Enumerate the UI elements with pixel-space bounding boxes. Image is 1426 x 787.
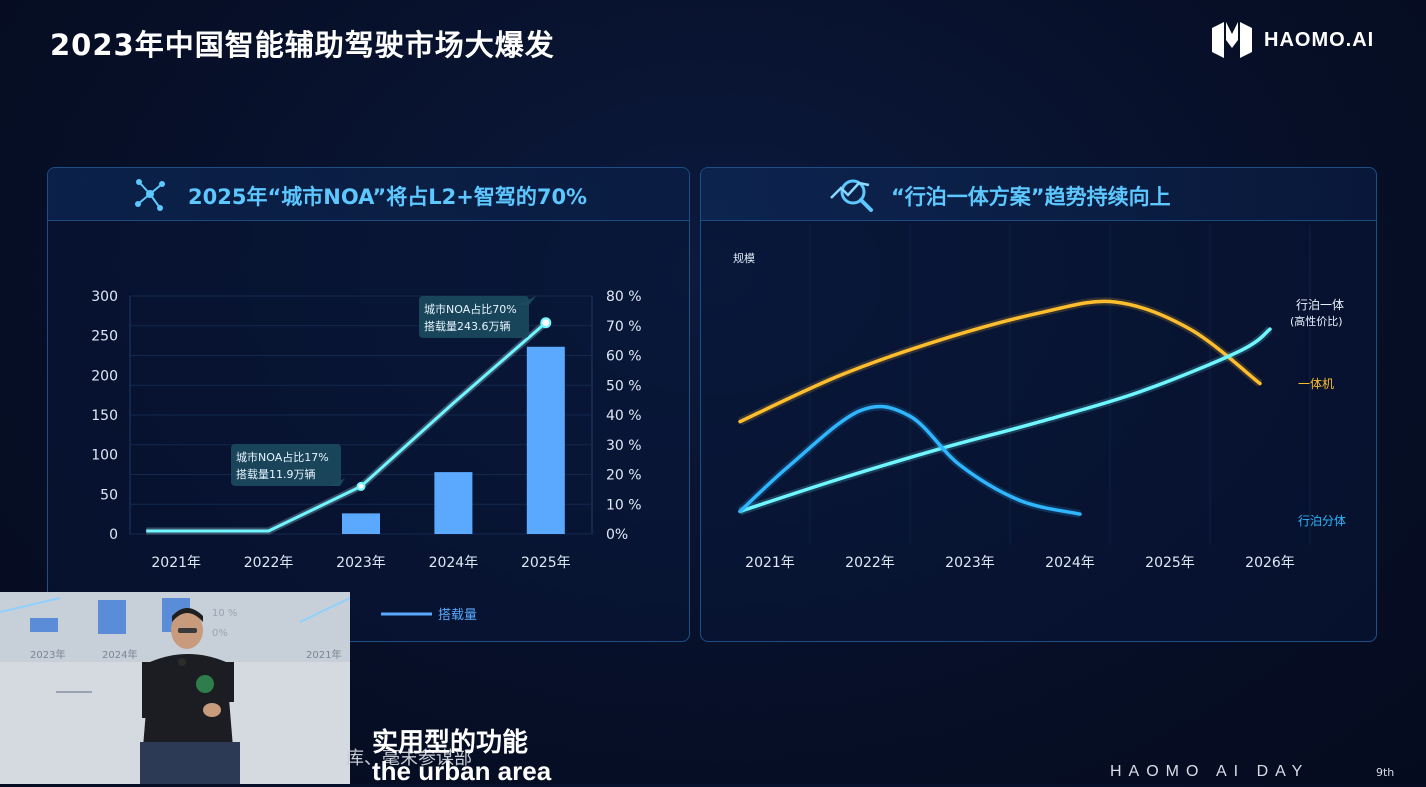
haomo-logo-icon (1212, 22, 1252, 58)
brand-logo: HAOMO.AI (1210, 20, 1374, 60)
svg-text:2021年: 2021年 (306, 648, 341, 661)
trend-magnifier-icon (830, 179, 873, 212)
subtitle-chinese: 实用型的功能 (372, 728, 529, 758)
event-edition: 9th (1376, 766, 1395, 779)
network-nodes-icon (135, 179, 165, 211)
right-panel-header: “行泊一体方案”趋势持续向上 (701, 168, 1376, 221)
page-title: 2023年中国智能辅助驾驶市场大爆发 (50, 28, 555, 62)
right-panel-title: “行泊一体方案”趋势持续向上 (891, 185, 1171, 209)
svg-text:2023年: 2023年 (30, 648, 65, 661)
right-chart-panel: “行泊一体方案”趋势持续向上 (700, 167, 1377, 642)
left-chart-panel: 2025年“城市NOA”将占L2+智驾的70% (47, 167, 690, 642)
left-panel-header: 2025年“城市NOA”将占L2+智驾的70% (48, 168, 689, 221)
speaker-scene: 2023年 2024年 2021年 10 % 0% (0, 592, 350, 784)
left-panel-title: 2025年“城市NOA”将占L2+智驾的70% (188, 185, 588, 209)
background-caption: 库、毫末参谋部 (346, 748, 472, 769)
speaker-video-overlay: 2023年 2024年 2021年 10 % 0% (0, 592, 350, 784)
event-watermark: HAOMO AI DAY (1110, 763, 1310, 780)
brand-name: HAOMO.AI (1264, 28, 1375, 51)
svg-text:2024年: 2024年 (102, 648, 137, 661)
subtitle-english: the urban area (372, 756, 552, 786)
svg-text:10 %: 10 % (212, 608, 237, 619)
svg-text:0%: 0% (212, 628, 228, 639)
